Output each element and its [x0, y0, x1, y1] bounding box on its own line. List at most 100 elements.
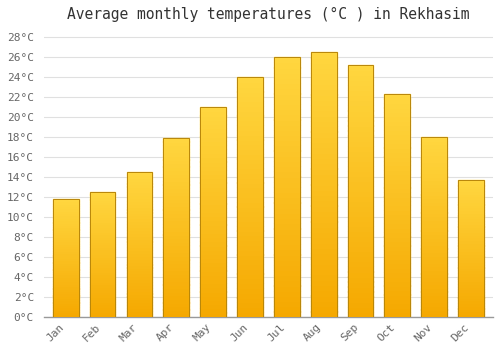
Bar: [348, 150, 374, 156]
Bar: [384, 165, 410, 170]
Bar: [384, 188, 410, 192]
Bar: [90, 274, 116, 277]
Bar: [164, 206, 189, 210]
Bar: [200, 292, 226, 296]
Bar: [458, 221, 484, 224]
Bar: [274, 228, 299, 234]
Bar: [200, 136, 226, 141]
Bar: [384, 103, 410, 107]
Bar: [53, 272, 78, 274]
Bar: [164, 267, 189, 270]
Bar: [348, 176, 374, 181]
Bar: [53, 203, 78, 206]
Bar: [310, 147, 336, 153]
Bar: [348, 110, 374, 116]
Bar: [237, 197, 263, 202]
Bar: [458, 257, 484, 259]
Bar: [274, 301, 299, 306]
Bar: [237, 134, 263, 140]
Bar: [310, 205, 336, 211]
Bar: [164, 138, 189, 317]
Bar: [164, 299, 189, 302]
Bar: [237, 86, 263, 92]
Bar: [53, 208, 78, 211]
Bar: [90, 207, 116, 210]
Bar: [458, 314, 484, 317]
Bar: [200, 203, 226, 208]
Bar: [53, 291, 78, 293]
Bar: [53, 232, 78, 235]
Bar: [200, 166, 226, 170]
Bar: [200, 195, 226, 199]
Bar: [384, 112, 410, 117]
Bar: [164, 288, 189, 292]
Bar: [126, 178, 152, 181]
Bar: [310, 116, 336, 121]
Bar: [384, 299, 410, 303]
Bar: [310, 52, 336, 317]
Bar: [53, 222, 78, 225]
Bar: [421, 166, 447, 169]
Bar: [421, 313, 447, 317]
Bar: [164, 167, 189, 170]
Bar: [237, 288, 263, 293]
Bar: [126, 215, 152, 218]
Bar: [421, 245, 447, 248]
Bar: [348, 246, 374, 251]
Bar: [126, 236, 152, 239]
Bar: [458, 224, 484, 226]
Bar: [310, 184, 336, 190]
Bar: [90, 294, 116, 297]
Bar: [126, 218, 152, 221]
Bar: [348, 281, 374, 287]
Bar: [53, 281, 78, 284]
Bar: [274, 57, 299, 62]
Bar: [274, 244, 299, 249]
Bar: [348, 206, 374, 211]
Bar: [126, 230, 152, 233]
Bar: [421, 299, 447, 302]
Bar: [200, 304, 226, 308]
Bar: [384, 223, 410, 228]
Bar: [348, 286, 374, 292]
Bar: [348, 201, 374, 206]
Bar: [421, 266, 447, 270]
Bar: [348, 156, 374, 161]
Bar: [126, 282, 152, 285]
Bar: [310, 89, 336, 94]
Bar: [90, 234, 116, 237]
Bar: [237, 154, 263, 159]
Bar: [458, 215, 484, 218]
Bar: [237, 125, 263, 130]
Bar: [126, 192, 152, 195]
Bar: [164, 202, 189, 206]
Bar: [384, 201, 410, 205]
Bar: [164, 145, 189, 149]
Bar: [237, 221, 263, 226]
Bar: [274, 156, 299, 161]
Bar: [421, 140, 447, 144]
Bar: [421, 252, 447, 256]
Bar: [384, 272, 410, 277]
Bar: [274, 176, 299, 182]
Bar: [421, 198, 447, 202]
Bar: [310, 78, 336, 84]
Bar: [237, 283, 263, 288]
Bar: [237, 259, 263, 264]
Bar: [90, 202, 116, 204]
Bar: [348, 146, 374, 151]
Bar: [384, 241, 410, 246]
Bar: [53, 199, 78, 317]
Bar: [458, 183, 484, 186]
Bar: [90, 199, 116, 202]
Bar: [90, 257, 116, 259]
Bar: [348, 131, 374, 136]
Bar: [126, 261, 152, 265]
Bar: [384, 205, 410, 210]
Bar: [53, 201, 78, 204]
Bar: [53, 270, 78, 272]
Bar: [384, 196, 410, 201]
Bar: [53, 227, 78, 230]
Bar: [237, 225, 263, 231]
Bar: [458, 265, 484, 267]
